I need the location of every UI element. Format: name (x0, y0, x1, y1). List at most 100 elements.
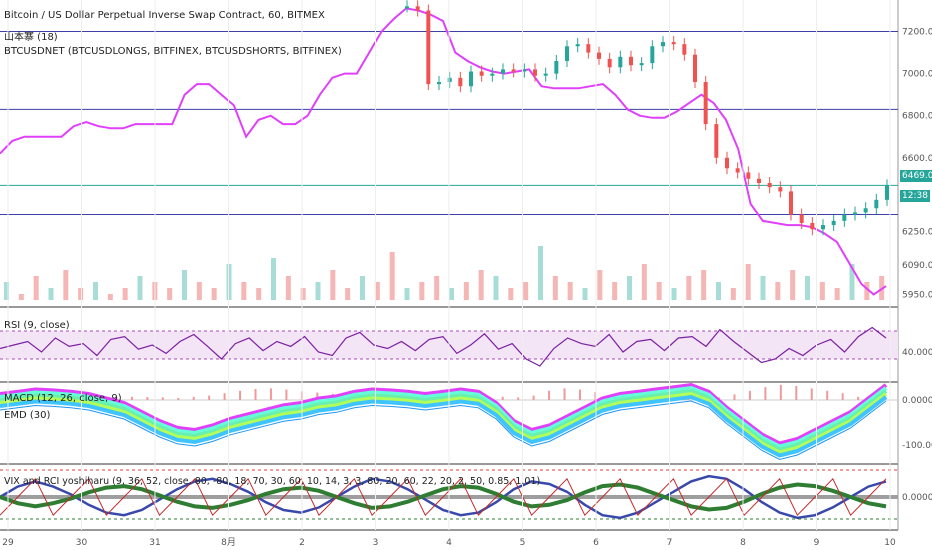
candle (735, 168, 740, 173)
x-tick-label: 3 (373, 538, 379, 548)
price-badge: 6469.0 (900, 170, 932, 182)
candle (885, 185, 889, 200)
macd-ribbon-line (0, 394, 888, 458)
volume-bar (478, 270, 484, 300)
candle (522, 69, 527, 72)
macd-histogram-bar (594, 392, 597, 400)
volume-bar (656, 282, 662, 300)
volume-bar (493, 276, 499, 300)
x-tick-label: 2 (299, 538, 305, 548)
volume-bar (567, 282, 573, 300)
volume-bar (716, 282, 721, 300)
emd-label: EMD (30) (4, 410, 51, 421)
volume-bar (760, 276, 766, 300)
candle (565, 46, 569, 61)
candle (757, 178, 761, 183)
rsi-line (0, 326, 887, 367)
volume-bar (93, 282, 98, 300)
candle (629, 56, 633, 66)
volume-bar (701, 270, 707, 300)
volume-bar (107, 294, 113, 300)
volume-bar (404, 288, 410, 300)
candle (799, 214, 804, 223)
candle (618, 56, 623, 68)
candle (703, 82, 708, 125)
candle (831, 220, 836, 226)
candle (789, 191, 793, 215)
candle (671, 42, 676, 45)
candle (682, 44, 687, 55)
candle (501, 69, 505, 74)
candle (458, 77, 463, 87)
volume-bar (864, 282, 870, 300)
volume-bar (597, 270, 603, 300)
macd-histogram-bar (501, 396, 504, 400)
candle (426, 10, 431, 85)
candle (511, 69, 516, 72)
volume-bar (211, 288, 217, 300)
volume-bar (552, 276, 558, 300)
x-tick-label: 6 (593, 538, 599, 548)
macd-ribbon-line (0, 388, 888, 452)
macd-histogram-bar (532, 395, 535, 400)
macd-histogram-bar (748, 390, 751, 400)
candle (586, 44, 591, 53)
price-tick: 7000.0 (902, 70, 932, 80)
macd-histogram-bar (115, 397, 118, 400)
volume-bar (78, 288, 84, 300)
candle (639, 63, 644, 66)
volume-bar (671, 288, 677, 300)
volume-bar (730, 288, 736, 300)
volume-bar (686, 276, 692, 300)
x-tick-label: 31 (149, 538, 160, 548)
rci-long-line (0, 474, 887, 520)
volume-bar (745, 264, 751, 300)
price-tick: 6800.0 (902, 112, 932, 122)
macd-histogram-bar (130, 396, 133, 400)
candle (842, 214, 847, 221)
macd-histogram-bar (192, 396, 195, 400)
candle (575, 44, 580, 47)
macd-histogram-bar (269, 388, 272, 400)
volume-bar (48, 288, 54, 300)
candle (554, 61, 559, 74)
macd-ribbon-line (0, 385, 888, 449)
volume-bar (627, 276, 632, 300)
macd-histogram-bar (517, 397, 520, 400)
macd-histogram-bar (764, 387, 767, 400)
price-tick: 7200.0 (902, 28, 932, 38)
macd-ribbon-line (0, 391, 888, 455)
candle (874, 199, 879, 209)
volume-bar (434, 276, 440, 300)
chart-title: Bitcoin / US Dollar Perpetual Inverse Sw… (4, 10, 325, 21)
x-tick-label: 9 (814, 538, 820, 548)
volume-bar (523, 282, 529, 300)
volume-bar (449, 288, 454, 300)
volume-bar (271, 258, 276, 300)
macd-histogram-bar (316, 392, 319, 400)
price-tick: 6090.0 (902, 261, 932, 271)
candle (661, 42, 665, 47)
candle (746, 172, 751, 179)
volume-bar (256, 288, 262, 300)
candle (479, 71, 484, 76)
candle (650, 46, 655, 64)
volume-bar (508, 288, 514, 300)
candle (725, 157, 729, 169)
macd-histogram-bar (733, 394, 736, 400)
volume-bar (167, 288, 173, 300)
candle (533, 69, 537, 76)
macd-histogram-bar (254, 389, 257, 400)
volume-bar (612, 282, 618, 300)
macd-histogram-bar (578, 389, 581, 400)
candle (415, 6, 420, 11)
rsi-label: RSI (9, close) (4, 320, 70, 331)
x-tick-label: 5 (520, 538, 526, 548)
x-tick-label: 8月 (221, 537, 236, 548)
volume-bar (196, 282, 202, 300)
candle (405, 6, 409, 9)
volume-bar (137, 276, 143, 300)
macd-histogram-bar (795, 386, 798, 400)
candle (810, 222, 815, 230)
